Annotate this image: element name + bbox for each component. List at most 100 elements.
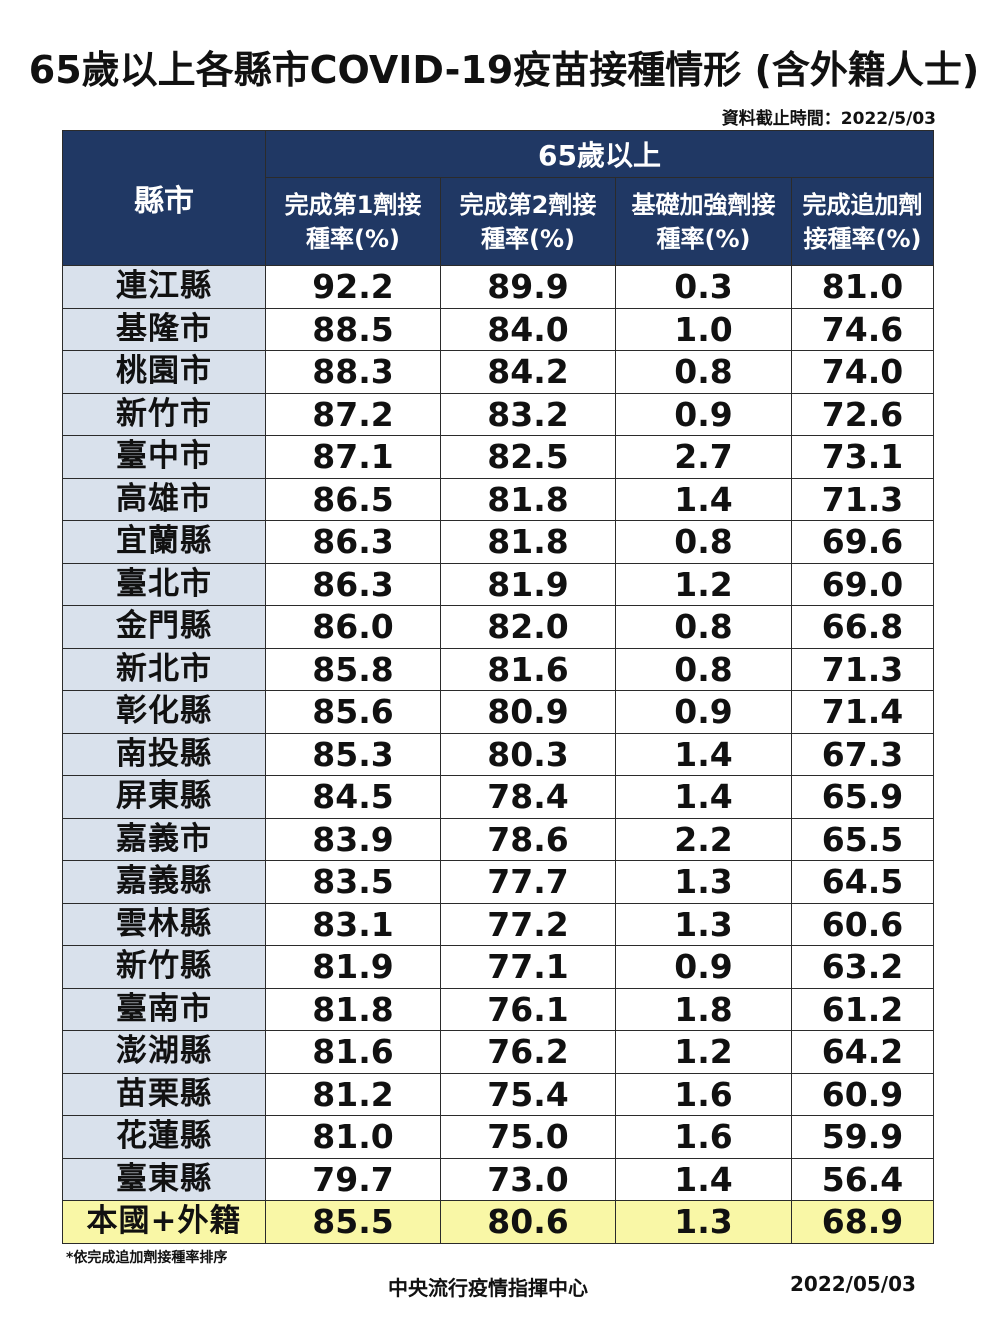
booster-rate-cell: 71.3 — [790, 477, 935, 521]
table-row: 基隆市 88.5 84.0 1.0 74.6 — [62, 307, 935, 351]
table-row: 宜蘭縣 86.3 81.8 0.8 69.6 — [62, 520, 935, 564]
footer-organization: 中央流行疫情指揮中心 — [388, 1276, 588, 1300]
basic-booster-rate-cell: 1.8 — [615, 987, 792, 1031]
dose2-rate-cell: 80.9 — [440, 690, 616, 734]
county-name-cell: 新竹縣 — [62, 945, 266, 989]
vaccination-table: 縣市 65歲以上 完成第1劑接 種率(%) 完成第2劑接 種率(%) 基礎加強劑接 種率(… — [62, 130, 935, 1244]
booster-rate-cell: 64.2 — [790, 1030, 935, 1074]
booster-rate-cell: 63.2 — [790, 945, 935, 989]
header-dose1-rate: 完成第1劑接 種率(%) — [265, 177, 441, 266]
county-name-cell: 屏東縣 — [62, 775, 266, 819]
header-line: 種率(%) — [306, 224, 400, 253]
basic-booster-rate-cell: 0.3 — [615, 265, 792, 309]
basic-booster-rate-cell: 1.6 — [615, 1072, 792, 1116]
basic-booster-rate-cell: 0.8 — [615, 350, 792, 394]
table-row: 連江縣 92.2 89.9 0.3 81.0 — [62, 265, 935, 309]
county-name-cell: 雲林縣 — [62, 902, 266, 946]
table-row: 臺東縣 79.7 73.0 1.4 56.4 — [62, 1157, 935, 1201]
header-county: 縣市 — [62, 130, 266, 266]
table-row: 臺南市 81.8 76.1 1.8 61.2 — [62, 987, 935, 1031]
booster-rate-cell: 74.6 — [790, 307, 935, 351]
header-line: 完成追加劑 — [802, 190, 923, 219]
basic-booster-rate-cell: 0.9 — [615, 690, 792, 734]
county-name-cell: 澎湖縣 — [62, 1030, 266, 1074]
dose2-rate-cell: 81.9 — [440, 562, 616, 606]
dose2-rate-cell: 77.2 — [440, 902, 616, 946]
dose2-rate-cell: 75.4 — [440, 1072, 616, 1116]
county-name-cell: 南投縣 — [62, 732, 266, 776]
dose2-rate-cell: 82.0 — [440, 605, 616, 649]
table-row: 新竹市 87.2 83.2 0.9 72.6 — [62, 392, 935, 436]
header-line: 完成第2劑接 — [459, 190, 597, 219]
county-name-cell: 宜蘭縣 — [62, 520, 266, 564]
header-line: 種率(%) — [656, 224, 751, 253]
booster-rate-cell: 56.4 — [790, 1157, 935, 1201]
basic-booster-rate-cell: 0.9 — [615, 945, 792, 989]
booster-rate-cell: 61.2 — [790, 987, 935, 1031]
dose2-rate-cell: 77.1 — [440, 945, 616, 989]
dose1-rate-cell: 83.1 — [265, 902, 441, 946]
basic-booster-rate-cell: 1.6 — [615, 1115, 792, 1159]
dose2-rate-cell: 77.7 — [440, 860, 616, 904]
county-name-cell: 臺北市 — [62, 562, 266, 606]
dose2-rate-cell: 81.6 — [440, 647, 616, 691]
basic-booster-rate-cell: 1.0 — [615, 307, 792, 351]
basic-booster-rate-cell: 0.8 — [615, 647, 792, 691]
dose1-rate-cell: 86.3 — [265, 520, 441, 564]
basic-booster-rate-cell: 1.3 — [615, 860, 792, 904]
table-body: 連江縣 92.2 89.9 0.3 81.0 基隆市 88.5 84.0 1.0 74.6 桃園市 8… — [62, 265, 935, 1244]
basic-booster-rate-cell: 1.4 — [615, 775, 792, 819]
dose2-rate-cell: 78.6 — [440, 817, 616, 861]
county-name-cell: 臺中市 — [62, 435, 266, 479]
dose1-rate-cell: 81.9 — [265, 945, 441, 989]
dose1-rate-cell: 86.5 — [265, 477, 441, 521]
basic-booster-rate-cell: 1.4 — [615, 1157, 792, 1201]
dose1-rate-cell: 79.7 — [265, 1157, 441, 1201]
booster-rate-cell: 69.6 — [790, 520, 935, 564]
table-row: 新竹縣 81.9 77.1 0.9 63.2 — [62, 945, 935, 989]
header-line: 基礎加強劑接 — [631, 190, 776, 219]
header-booster-rate: 完成追加劑接種率(%) — [790, 177, 935, 266]
dose1-rate-cell: 81.8 — [265, 987, 441, 1031]
table-row: 雲林縣 83.1 77.2 1.3 60.6 — [62, 902, 935, 946]
booster-rate-cell: 74.0 — [790, 350, 935, 394]
page-title: 65歲以上各縣市COVID-19疫苗接種情形 (含外籍人士) — [28, 48, 980, 92]
header-line: 接種率(%) — [803, 224, 922, 253]
booster-rate-cell: 65.9 — [790, 775, 935, 819]
dose1-rate-cell: 81.0 — [265, 1115, 441, 1159]
dose1-rate-cell: 87.2 — [265, 392, 441, 436]
dose2-rate-cell: 73.0 — [440, 1157, 616, 1201]
dose2-rate-cell: 81.8 — [440, 477, 616, 521]
county-name-cell: 苗栗縣 — [62, 1072, 266, 1116]
booster-rate-cell: 60.9 — [790, 1072, 935, 1116]
dose1-rate-cell: 83.5 — [265, 860, 441, 904]
dose1-rate-cell: 88.5 — [265, 307, 441, 351]
dose1-rate-cell: 85.3 — [265, 732, 441, 776]
table-row: 南投縣 85.3 80.3 1.4 67.3 — [62, 732, 935, 776]
dose2-rate-cell: 78.4 — [440, 775, 616, 819]
booster-rate-cell: 81.0 — [790, 265, 935, 309]
county-name-cell: 嘉義縣 — [62, 860, 266, 904]
booster-rate-cell: 73.1 — [790, 435, 935, 479]
county-name-cell: 連江縣 — [62, 265, 266, 309]
county-name-cell: 基隆市 — [62, 307, 266, 351]
county-name-cell: 桃園市 — [62, 350, 266, 394]
basic-booster-rate-cell: 1.4 — [615, 477, 792, 521]
basic-booster-rate-cell: 1.3 — [615, 902, 792, 946]
basic-booster-rate-cell: 2.2 — [615, 817, 792, 861]
dose2-rate-cell: 83.2 — [440, 392, 616, 436]
table-row: 花蓮縣 81.0 75.0 1.6 59.9 — [62, 1115, 935, 1159]
basic-booster-rate-cell: 1.3 — [615, 1200, 792, 1244]
sort-note: *依完成追加劑接種率排序 — [66, 1250, 228, 1266]
dose1-rate-cell: 86.0 — [265, 605, 441, 649]
basic-booster-rate-cell: 0.8 — [615, 520, 792, 564]
dose1-rate-cell: 84.5 — [265, 775, 441, 819]
table-row: 桃園市 88.3 84.2 0.8 74.0 — [62, 350, 935, 394]
dose2-rate-cell: 75.0 — [440, 1115, 616, 1159]
county-name-cell: 新北市 — [62, 647, 266, 691]
county-name-cell: 新竹市 — [62, 392, 266, 436]
booster-rate-cell: 71.4 — [790, 690, 935, 734]
dose1-rate-cell: 85.6 — [265, 690, 441, 734]
county-name-cell: 彰化縣 — [62, 690, 266, 734]
basic-booster-rate-cell: 2.7 — [615, 435, 792, 479]
